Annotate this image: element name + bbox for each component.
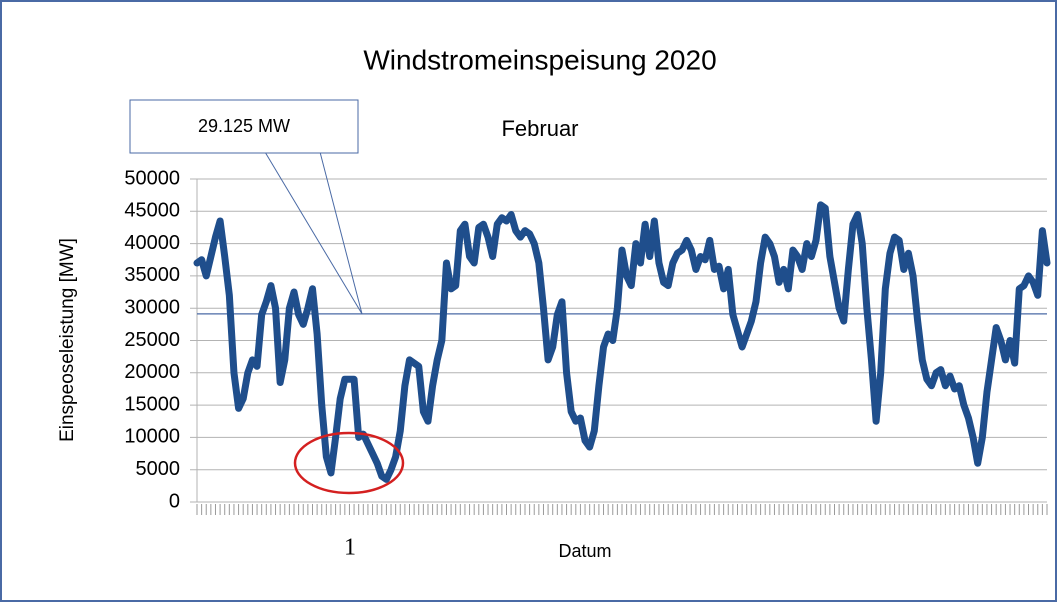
y-tick-label: 15000 (124, 393, 180, 415)
annotation: 1 (344, 535, 356, 561)
y-tick-label: 5000 (136, 458, 181, 480)
callout-pointer (264, 151, 363, 315)
highlight-ellipse (293, 431, 405, 495)
x-axis-title: Datum (558, 541, 611, 561)
callout-box (129, 99, 359, 154)
chart-subtitle: Februar (501, 116, 578, 141)
y-axis-title: Einspeoseleistung [MW] (57, 238, 78, 442)
y-tick-label: 40000 (124, 232, 180, 254)
y-tick-label: 35000 (124, 264, 180, 286)
y-tick-label: 10000 (124, 426, 180, 448)
line-series (193, 201, 1051, 483)
y-tick-label: 25000 (124, 329, 180, 351)
y-tick-label: 50000 (124, 167, 180, 189)
y-tick-label: 0 (169, 490, 180, 512)
callout-label: 29.125 MW (198, 116, 290, 136)
y-tick-label: 20000 (124, 361, 180, 383)
x-ticks (196, 504, 1048, 515)
series (193, 201, 1051, 483)
chart-title: Windstromeinspeisung 2020 (363, 44, 716, 75)
y-tick-label: 45000 (124, 200, 180, 222)
y-tick-label: 30000 (124, 296, 180, 318)
callout: 29.125 MW (129, 99, 363, 315)
